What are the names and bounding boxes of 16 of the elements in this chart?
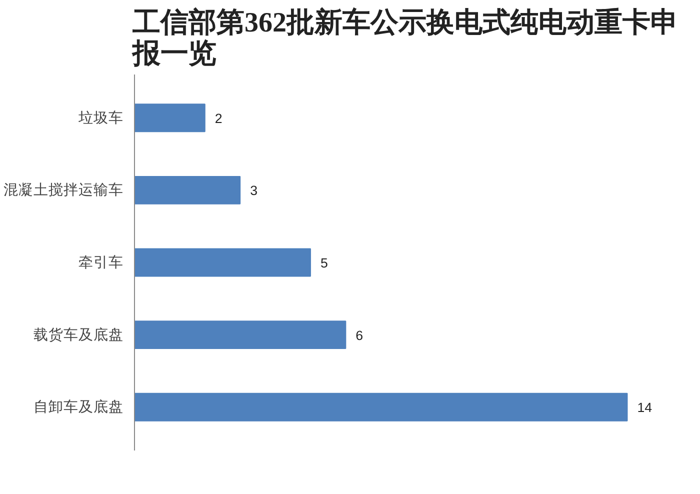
bar: [134, 320, 346, 350]
data-label: 3: [250, 183, 258, 198]
y-tick-label: 混凝土搅拌运输车: [4, 182, 124, 199]
data-label: 14: [637, 400, 653, 416]
bar: [134, 392, 628, 422]
chart-title: 工信部第362批新车公示换电式纯电动重卡申报一览: [132, 6, 678, 70]
data-label: 2: [214, 110, 222, 126]
data-label: 6: [356, 328, 364, 343]
bar: [134, 104, 206, 132]
bar: [134, 248, 311, 277]
y-tick-label: 垃圾车: [78, 109, 124, 126]
y-tick-label: 牵引车: [78, 254, 124, 271]
y-tick-label: 自卸车及底盘: [34, 398, 124, 416]
bar: [134, 176, 241, 204]
data-label: 5: [320, 256, 328, 270]
y-tick-label: 载货车及底盘: [34, 326, 124, 344]
